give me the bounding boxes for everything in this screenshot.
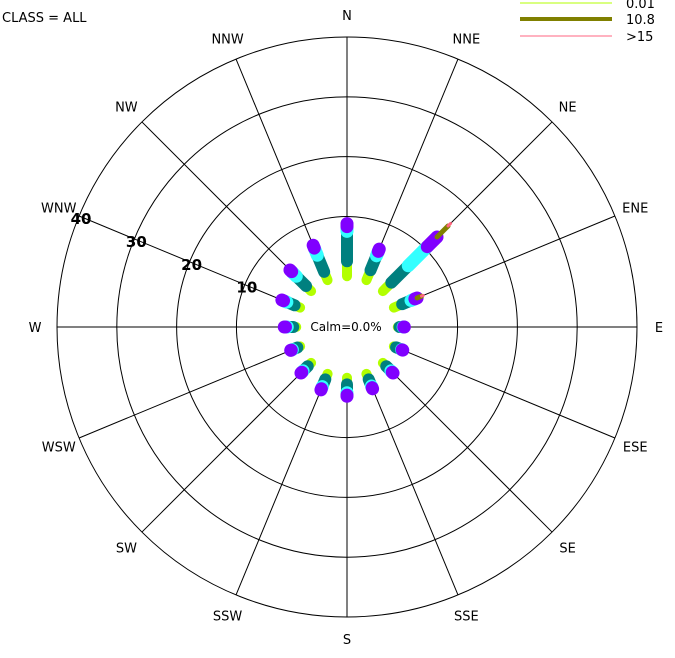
bar-nnw-bin-3 xyxy=(313,245,314,248)
bar-sw-bin-3 xyxy=(301,372,302,373)
legend-label-1: 10.8 xyxy=(626,13,655,28)
direction-label-s: S xyxy=(343,633,351,648)
spoke-se xyxy=(383,363,552,532)
ring-label-20: 20 xyxy=(181,256,202,274)
direction-label-ne: NE xyxy=(559,100,577,115)
direction-label-w: W xyxy=(29,321,42,336)
spoke-ene xyxy=(394,216,615,308)
bar-se-bin-3 xyxy=(392,372,393,373)
spoke-ese xyxy=(394,346,615,438)
spoke-wsw xyxy=(79,346,300,438)
direction-label-nw: NW xyxy=(115,100,138,115)
spoke-sw xyxy=(142,363,311,532)
direction-label-n: N xyxy=(342,9,352,24)
bar-nw-bin-3 xyxy=(290,270,292,272)
direction-label-sw: SW xyxy=(116,542,137,557)
bar-ne-bin-5 xyxy=(448,223,451,226)
ring-label-10: 10 xyxy=(236,279,257,297)
direction-label-nnw: NNW xyxy=(211,33,243,48)
bar-ene-bin-5 xyxy=(422,295,424,296)
legend-label-2: >15 xyxy=(626,30,653,45)
direction-label-ese: ESE xyxy=(623,440,648,455)
direction-label-se: SE xyxy=(559,542,575,557)
direction-label-wsw: WSW xyxy=(42,440,76,455)
direction-label-e: E xyxy=(655,321,663,336)
class-label: CLASS = ALL xyxy=(2,11,87,26)
ring-label-40: 40 xyxy=(71,210,92,228)
calm-label: Calm=0.0% xyxy=(310,320,381,334)
ring-label-30: 30 xyxy=(126,233,147,251)
spoke-ssw xyxy=(236,374,328,595)
legend-label-0: 0.01 xyxy=(626,0,655,12)
direction-label-ssw: SSW xyxy=(213,609,243,624)
bar-nne-bin-3 xyxy=(378,249,379,251)
spoke-sse xyxy=(366,374,458,595)
direction-label-sse: SSE xyxy=(454,609,479,624)
direction-label-ene: ENE xyxy=(622,202,648,217)
bar-wnw-bin-3 xyxy=(282,300,284,301)
direction-label-nne: NNE xyxy=(453,33,481,48)
